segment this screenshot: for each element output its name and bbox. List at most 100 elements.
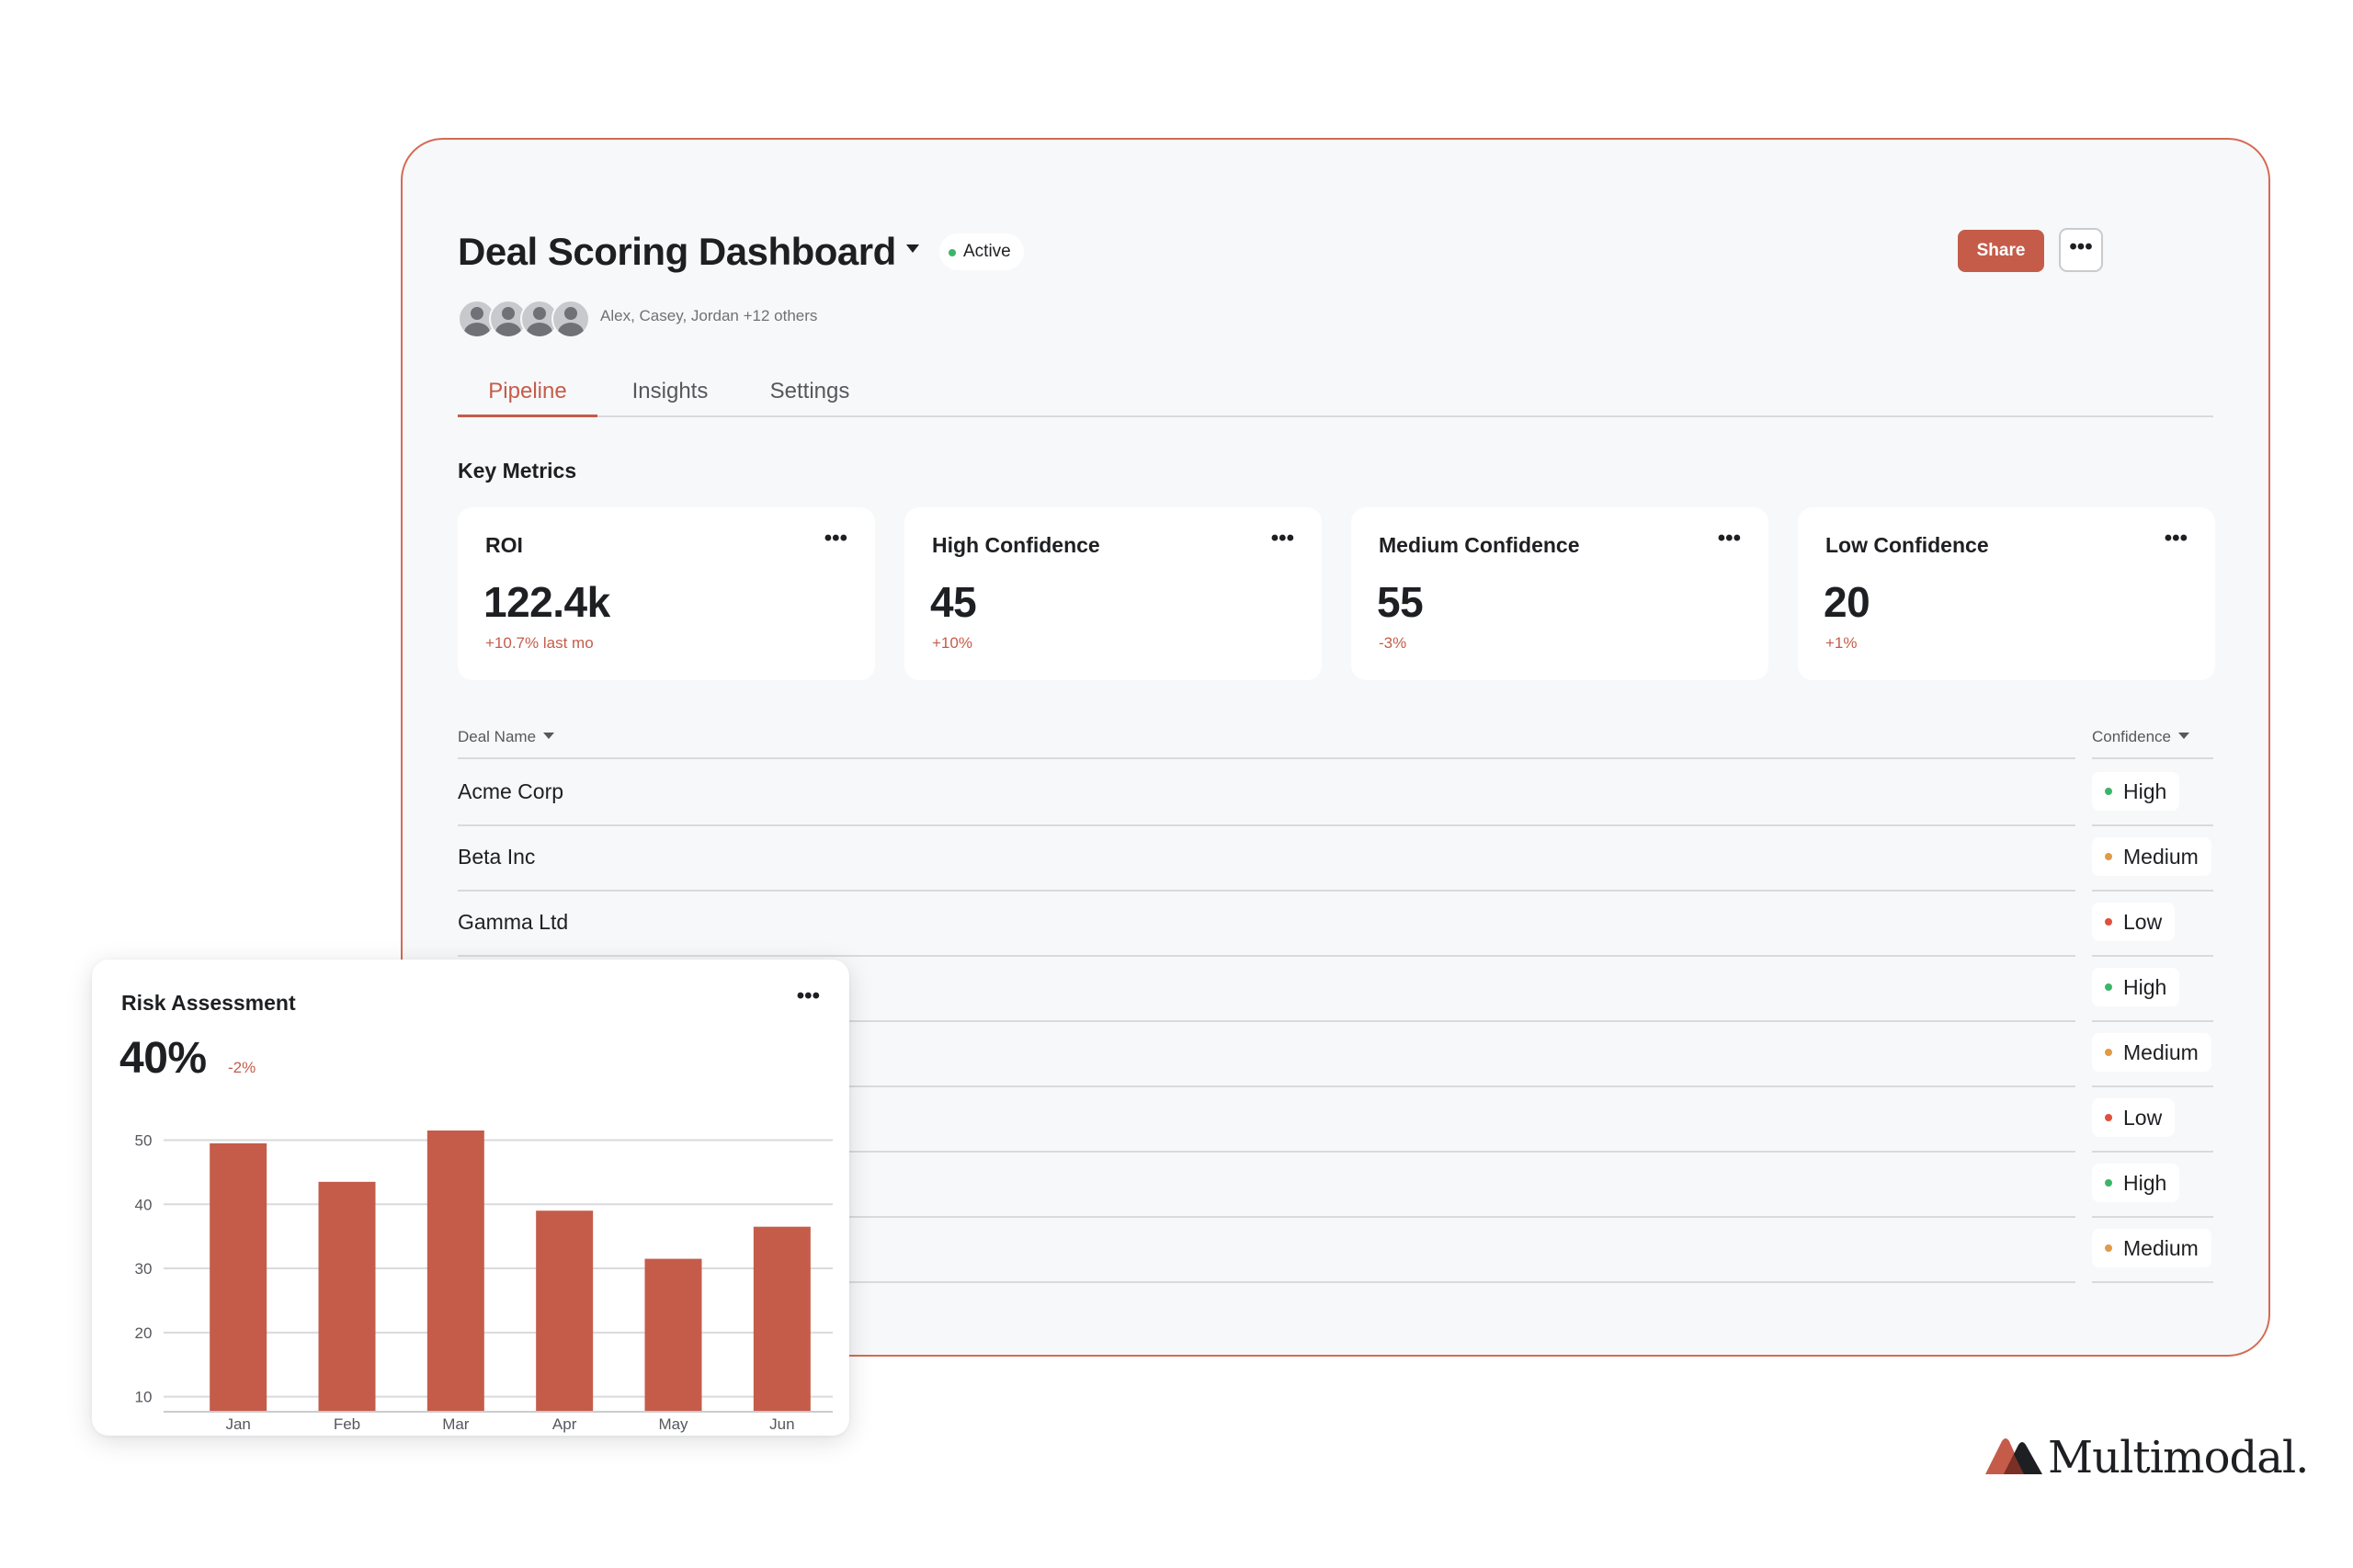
x-tick-label: Jun — [769, 1415, 794, 1433]
bar-jan[interactable] — [210, 1142, 267, 1412]
confidence-badge: Medium — [2092, 837, 2211, 876]
avatar — [551, 300, 590, 338]
status-badge: Active — [939, 233, 1024, 270]
table-row[interactable]: Low — [458, 1087, 2213, 1153]
bar-may[interactable] — [644, 1258, 702, 1412]
bar-mar[interactable] — [426, 1131, 484, 1412]
metric-label: ROI — [485, 533, 523, 557]
sort-caret-icon — [543, 733, 555, 739]
confidence-label: High — [2123, 779, 2167, 803]
confidence-badge: High — [2092, 1164, 2180, 1202]
bar-apr[interactable] — [536, 1210, 594, 1412]
confidence-badge: Medium — [2092, 1229, 2211, 1267]
table-row[interactable]: Medium — [458, 1218, 2213, 1283]
confidence-dot-icon — [2105, 788, 2112, 795]
tab-insights[interactable]: Insights — [631, 379, 709, 403]
dashboard-header: Deal Scoring Dashboard Active Share ••• — [458, 224, 2213, 279]
avatar-group[interactable] — [458, 300, 596, 338]
confidence-dot-icon — [2105, 1049, 2112, 1056]
confidence-dot-icon — [2105, 1244, 2112, 1252]
x-tick-label: Feb — [334, 1415, 360, 1433]
y-tick-label: 30 — [135, 1260, 153, 1278]
confidence-cell: Medium — [2092, 1218, 2213, 1283]
metric-card-low-confidence: Low Confidence ••• 20 +1% — [1798, 507, 2215, 680]
confidence-badge: High — [2092, 968, 2180, 1006]
metric-more-icon[interactable]: ••• — [824, 526, 847, 551]
bar-jun[interactable] — [753, 1226, 811, 1412]
share-button[interactable]: Share — [1958, 230, 2044, 272]
tab-pipeline[interactable]: Pipeline — [458, 369, 597, 417]
confidence-cell: High — [2092, 1153, 2213, 1218]
metric-card-high-confidence: High Confidence ••• 45 +10% — [904, 507, 1322, 680]
column-header-confidence[interactable]: Confidence — [2092, 728, 2213, 759]
table-row[interactable]: Beta Inc Medium — [458, 826, 2213, 892]
metric-more-icon[interactable]: ••• — [1270, 526, 1294, 551]
risk-assessment-card: Risk Assessment ••• 40% -2% 10 20 30 40 50 Ja… — [92, 960, 849, 1436]
tab-bar: Pipeline Insights Settings — [458, 369, 2213, 417]
metric-label: Low Confidence — [1825, 533, 1989, 557]
deal-name-cell — [458, 1153, 2075, 1218]
table-row[interactable]: High — [458, 957, 2213, 1022]
title-dropdown-icon[interactable] — [906, 244, 919, 253]
confidence-cell: High — [2092, 957, 2213, 1022]
sort-caret-icon — [2178, 733, 2190, 739]
brand-name: Multimodal. — [2048, 1432, 2309, 1483]
table-row[interactable]: Acme Corp High — [458, 761, 2213, 826]
avatar — [520, 300, 559, 338]
risk-bar-chart: 10 20 30 40 50 Jan Feb Mar Apr May Jun — [135, 1131, 833, 1433]
y-tick-label: 20 — [135, 1324, 153, 1342]
confidence-dot-icon — [2105, 918, 2112, 926]
metric-delta: +10% — [932, 634, 972, 652]
table-row[interactable]: Medium — [458, 1022, 2213, 1087]
risk-value: 40% — [119, 1034, 207, 1083]
tab-settings[interactable]: Settings — [769, 379, 850, 403]
metric-card-roi: ROI ••• 122.4k +10.7% last mo — [458, 507, 875, 680]
deal-name-cell — [458, 957, 2075, 1022]
x-tick-label: May — [658, 1415, 688, 1433]
metric-more-icon[interactable]: ••• — [1717, 526, 1741, 551]
column-header-label: Confidence — [2092, 728, 2172, 745]
more-options-button[interactable]: ••• — [2059, 228, 2103, 272]
deal-name-cell: Gamma Ltd — [458, 892, 2075, 957]
y-tick-label: 40 — [135, 1196, 153, 1213]
y-tick-label: 50 — [135, 1131, 153, 1149]
metric-delta: +1% — [1825, 634, 1858, 652]
deal-name-cell — [458, 1218, 2075, 1283]
confidence-cell: Low — [2092, 1087, 2213, 1153]
metric-delta: +10.7% last mo — [485, 634, 594, 652]
status-label: Active — [963, 242, 1011, 261]
table-row[interactable]: High — [458, 1153, 2213, 1218]
confidence-dot-icon — [2105, 1179, 2112, 1187]
confidence-badge: Medium — [2092, 1033, 2211, 1072]
deal-name-cell — [458, 1022, 2075, 1087]
confidence-cell: High — [2092, 761, 2213, 826]
metric-label: High Confidence — [932, 533, 1100, 557]
confidence-label: Low — [2123, 1106, 2163, 1130]
metric-more-icon[interactable]: ••• — [2164, 526, 2188, 551]
metric-value: 45 — [930, 578, 977, 626]
confidence-label: Medium — [2123, 1040, 2199, 1064]
chart-more-icon[interactable]: ••• — [796, 983, 820, 1008]
column-header-deal-name[interactable]: Deal Name — [458, 728, 2075, 759]
confidence-label: High — [2123, 1171, 2167, 1195]
x-tick-label: Apr — [552, 1415, 577, 1433]
confidence-cell: Medium — [2092, 1022, 2213, 1087]
confidence-label: Medium — [2123, 845, 2199, 869]
metric-value: 55 — [1377, 578, 1424, 626]
metric-card-medium-confidence: Medium Confidence ••• 55 -3% — [1351, 507, 1768, 680]
confidence-badge: Low — [2092, 903, 2176, 941]
brand-mark-icon — [1985, 1438, 2042, 1474]
x-tick-label: Jan — [225, 1415, 250, 1433]
bar-feb[interactable] — [318, 1181, 376, 1412]
page-title: Deal Scoring Dashboard — [458, 230, 896, 273]
metric-value: 122.4k — [483, 578, 610, 626]
y-tick-label: 10 — [135, 1389, 153, 1406]
key-metrics-heading: Key Metrics — [458, 459, 577, 483]
column-header-label: Deal Name — [458, 728, 537, 745]
confidence-dot-icon — [2105, 1114, 2112, 1121]
table-row[interactable]: Gamma Ltd Low — [458, 892, 2213, 957]
collaborators-text: Alex, Casey, Jordan +12 others — [600, 307, 818, 324]
confidence-cell: Low — [2092, 892, 2213, 957]
confidence-label: High — [2123, 975, 2167, 999]
metric-value: 20 — [1824, 578, 1870, 626]
